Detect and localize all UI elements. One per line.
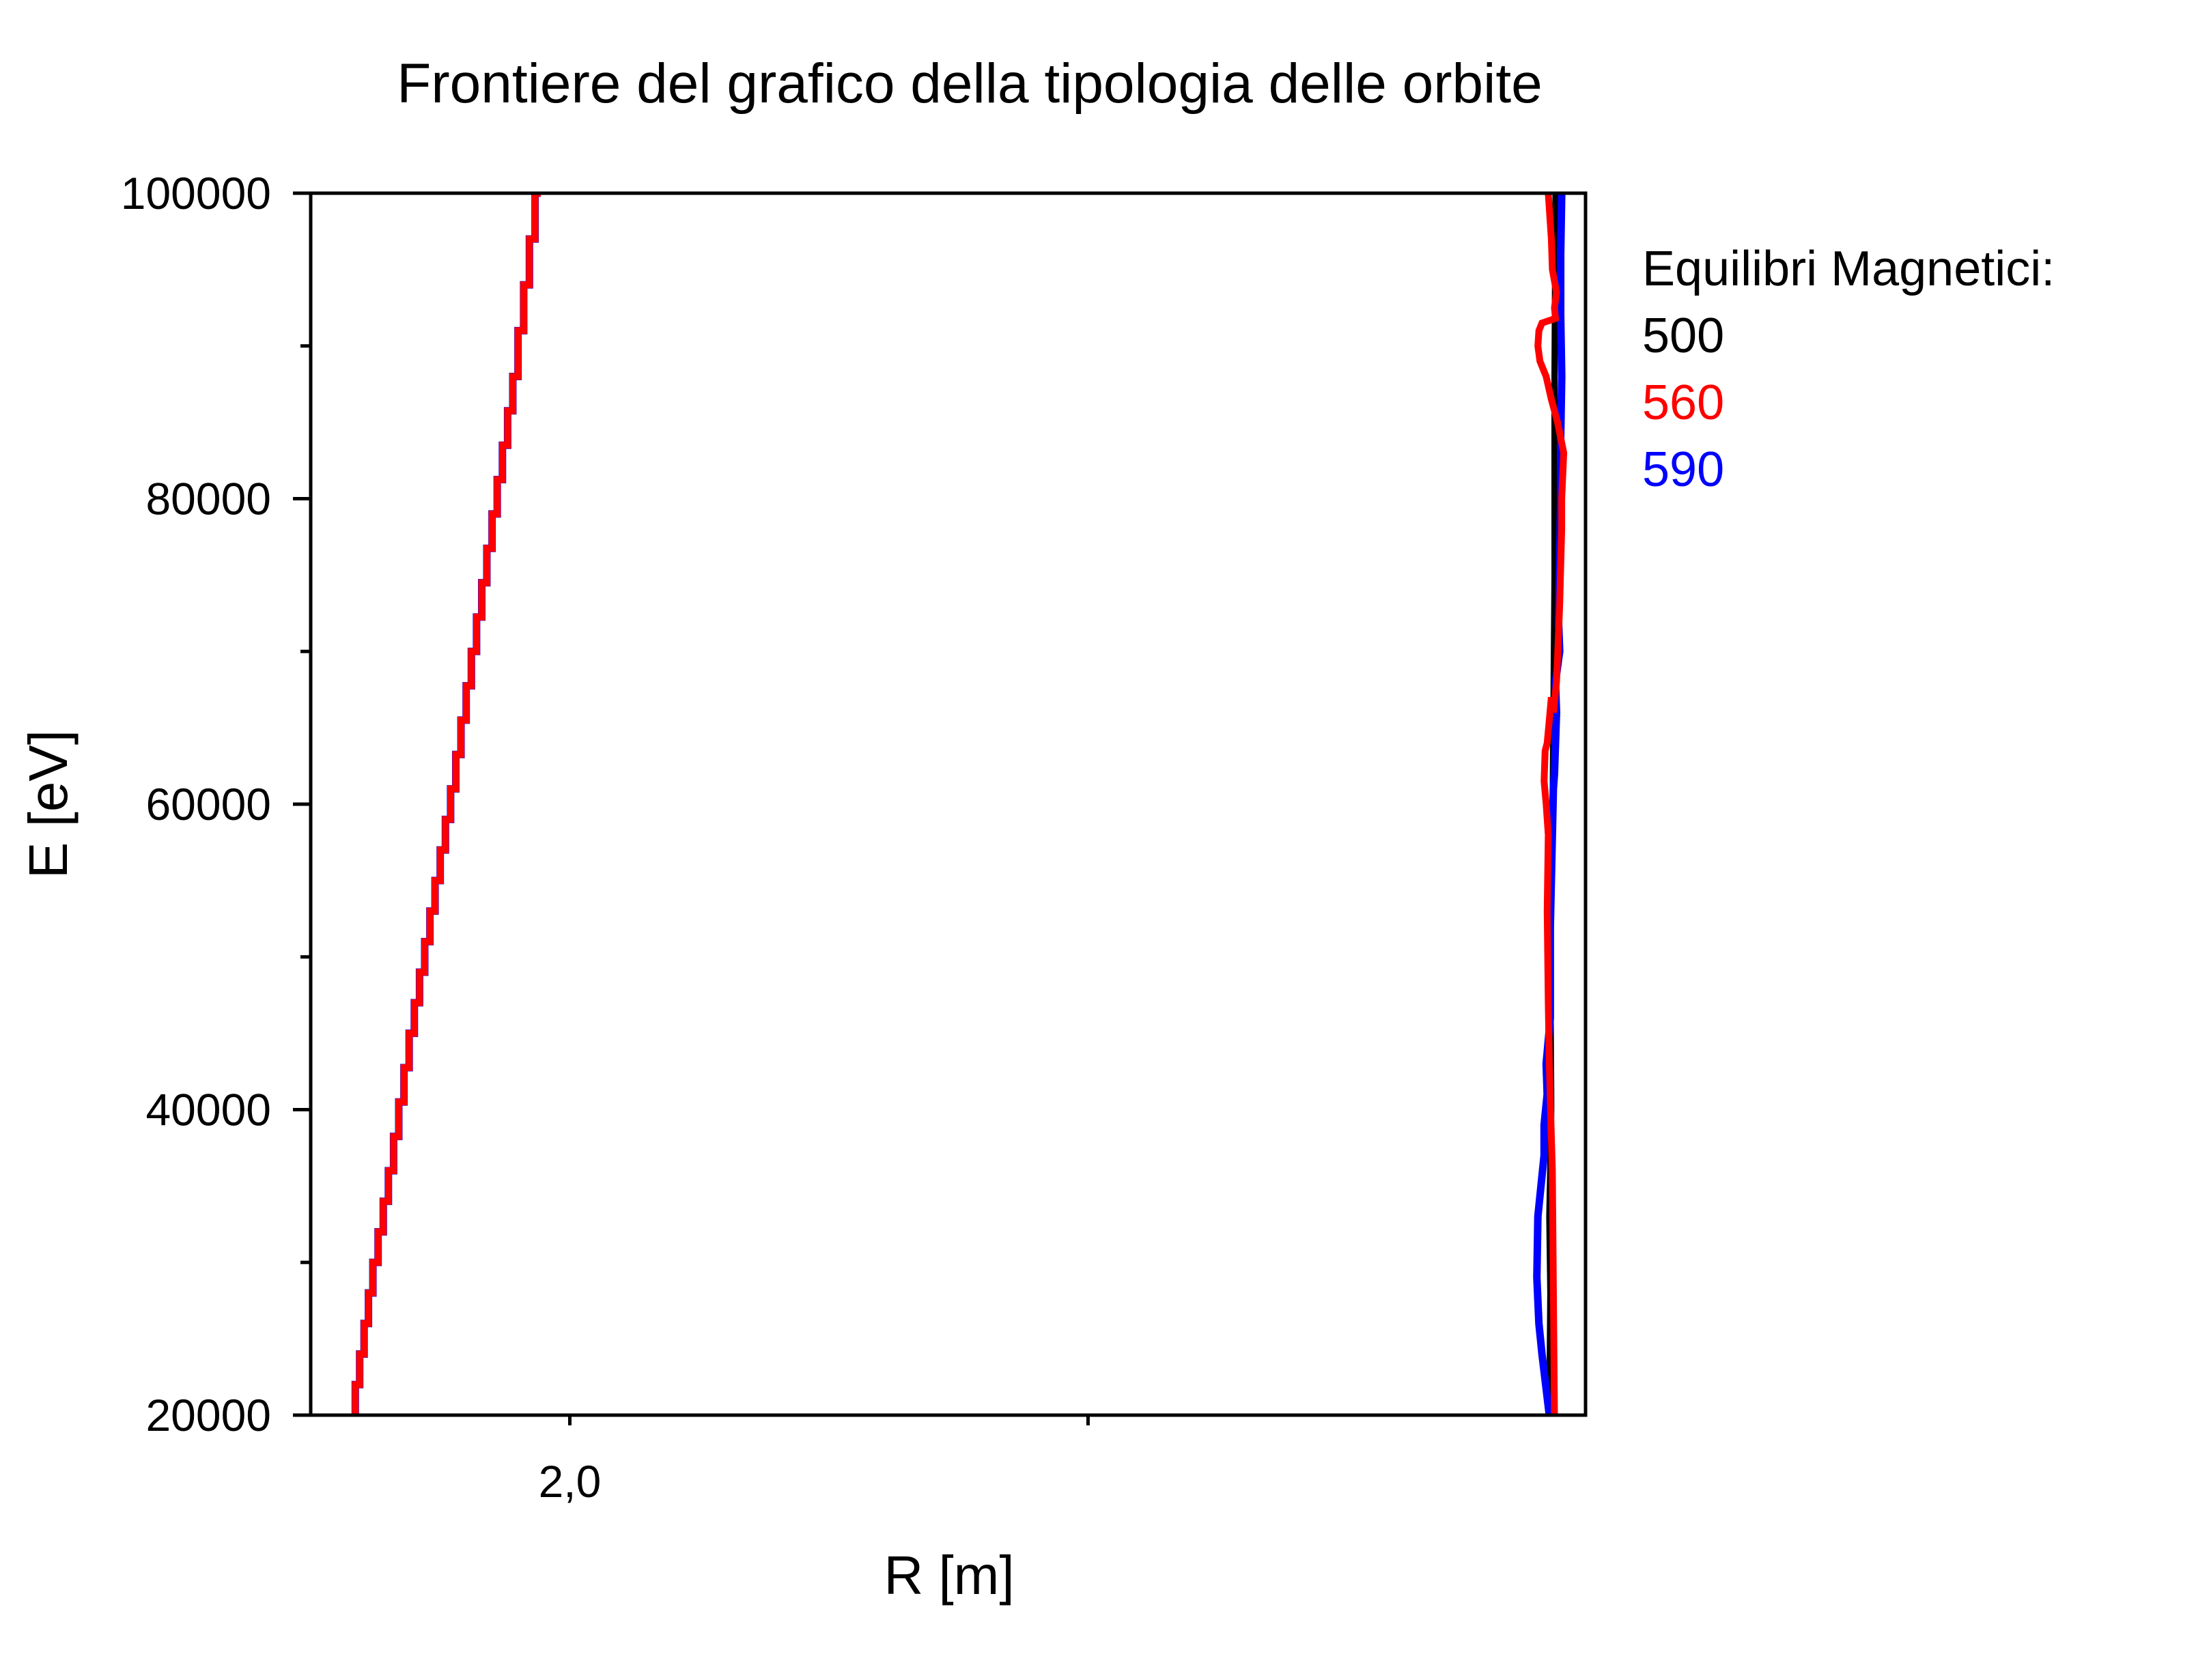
y-tick-label: 80000 [145, 474, 271, 524]
x-axis-label: R [m] [884, 1545, 1014, 1606]
series-group [351, 193, 1568, 1415]
y-tick-label: 100000 [121, 168, 271, 218]
x-tick-label: 2,0 [539, 1456, 602, 1507]
series-560-curve-2 [1534, 193, 1568, 1415]
plot-frame [309, 191, 1588, 1417]
legend-entry-500: 500 [1642, 309, 1724, 363]
legend-entry-560: 560 [1642, 375, 1724, 430]
y-tick-label: 20000 [145, 1390, 271, 1440]
legend-title: Equilibri Magnetici: [1642, 242, 2055, 296]
y-tick-label: 60000 [145, 779, 271, 829]
y-axis-label: E [eV] [18, 730, 79, 879]
chart-title: Frontiere del grafico della tipologia de… [397, 53, 1542, 115]
legend: Equilibri Magnetici: 500 560 590 [1642, 242, 2055, 497]
y-tick-label: 40000 [145, 1085, 271, 1135]
legend-entry-590: 590 [1642, 442, 1724, 497]
series-560-curve-1 [352, 193, 541, 1415]
plot-area: 20000 40000 60000 80000 100000 2,0 [121, 168, 1588, 1507]
